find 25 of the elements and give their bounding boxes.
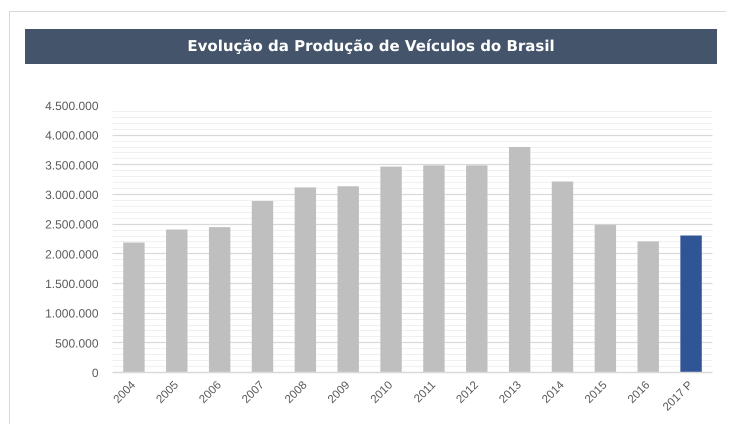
y-tick-label: 2.000.000 — [45, 247, 99, 262]
bar — [166, 230, 188, 372]
bar — [466, 165, 488, 372]
bar — [208, 227, 230, 372]
y-tick-label: 4.500.000 — [45, 99, 99, 113]
y-tick-label: 2.500.000 — [45, 218, 99, 232]
y-tick-label: 0 — [92, 366, 99, 380]
y-tick-label: 1.500.000 — [45, 277, 99, 291]
bar — [338, 186, 359, 372]
bar — [552, 181, 574, 372]
y-tick-label: 3.000.000 — [45, 188, 99, 202]
chart-title: Evolução da Produção de Veículos do Brasil — [187, 36, 555, 57]
bar — [380, 166, 402, 372]
bar — [638, 241, 659, 372]
bar — [123, 242, 145, 372]
bar — [594, 224, 616, 372]
y-tick-label: 4.000.000 — [45, 128, 99, 143]
bar — [252, 201, 274, 372]
bar — [680, 235, 702, 372]
y-tick-label: 3.500.000 — [45, 158, 99, 172]
bar — [294, 187, 316, 372]
bar — [423, 165, 445, 372]
y-tick-label: 500.000 — [55, 336, 99, 350]
bar — [508, 147, 530, 372]
y-tick-label: 1.000.000 — [45, 306, 99, 321]
